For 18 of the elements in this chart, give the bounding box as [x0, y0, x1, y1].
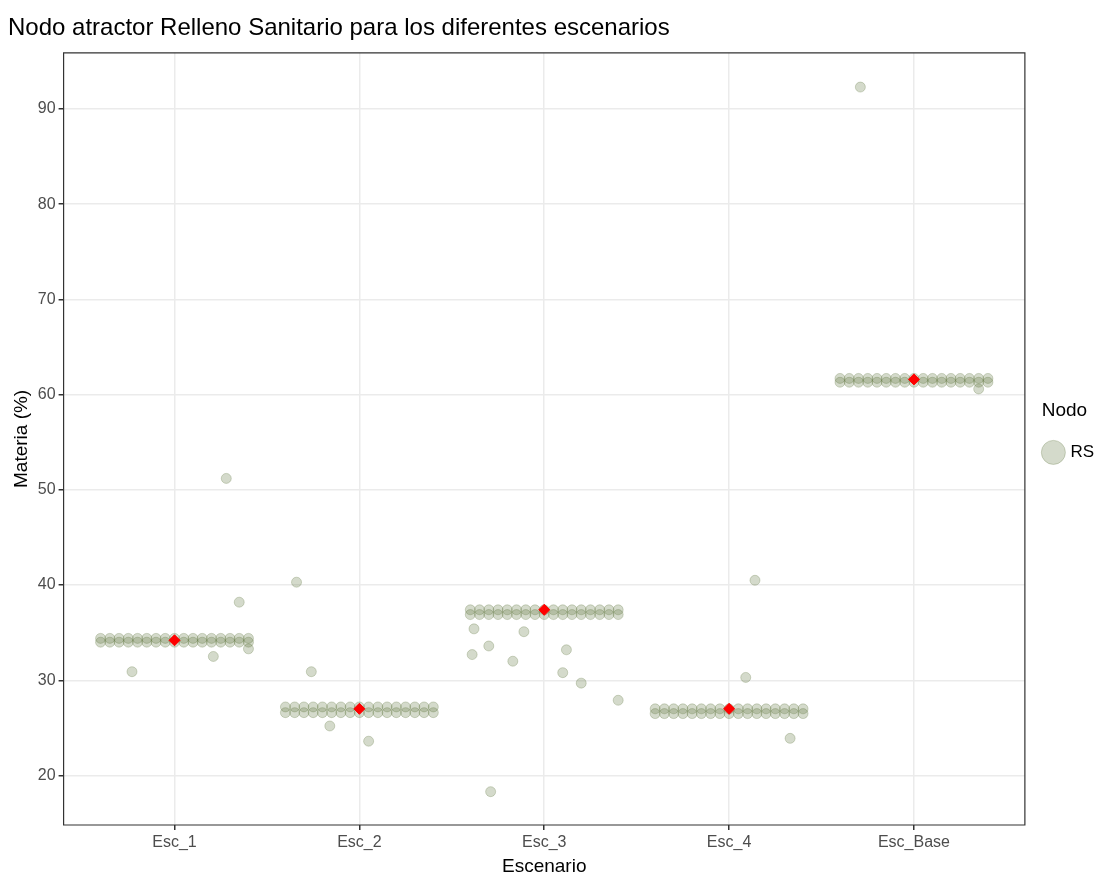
legend-title: Nodo	[1041, 398, 1088, 420]
x-tick-label: Esc_4	[706, 833, 752, 852]
chart-title: Nodo atractor Relleno Sanitario para los diferentes escenarios	[8, 13, 670, 41]
x-tick-label: Esc_1	[152, 833, 197, 852]
y-axis-title: Materia (%)	[9, 389, 31, 488]
y-tick-label: 30	[37, 670, 56, 688]
y-tick-label: 50	[37, 480, 56, 498]
y-tick-label: 90	[37, 99, 56, 117]
y-tick-label: 40	[37, 575, 56, 593]
y-tick-label: 60	[37, 385, 56, 403]
y-tick-label: 20	[37, 765, 56, 783]
x-tick-label: Esc_Base	[877, 833, 951, 852]
x-axis-title: Escenario	[501, 854, 587, 876]
y-tick-label: 80	[37, 194, 56, 212]
x-tick-label: Esc_2	[337, 833, 382, 852]
y-tick-label: 70	[37, 289, 56, 307]
x-tick-label: Esc_3	[522, 833, 567, 852]
legend-label: RS	[1070, 442, 1095, 462]
